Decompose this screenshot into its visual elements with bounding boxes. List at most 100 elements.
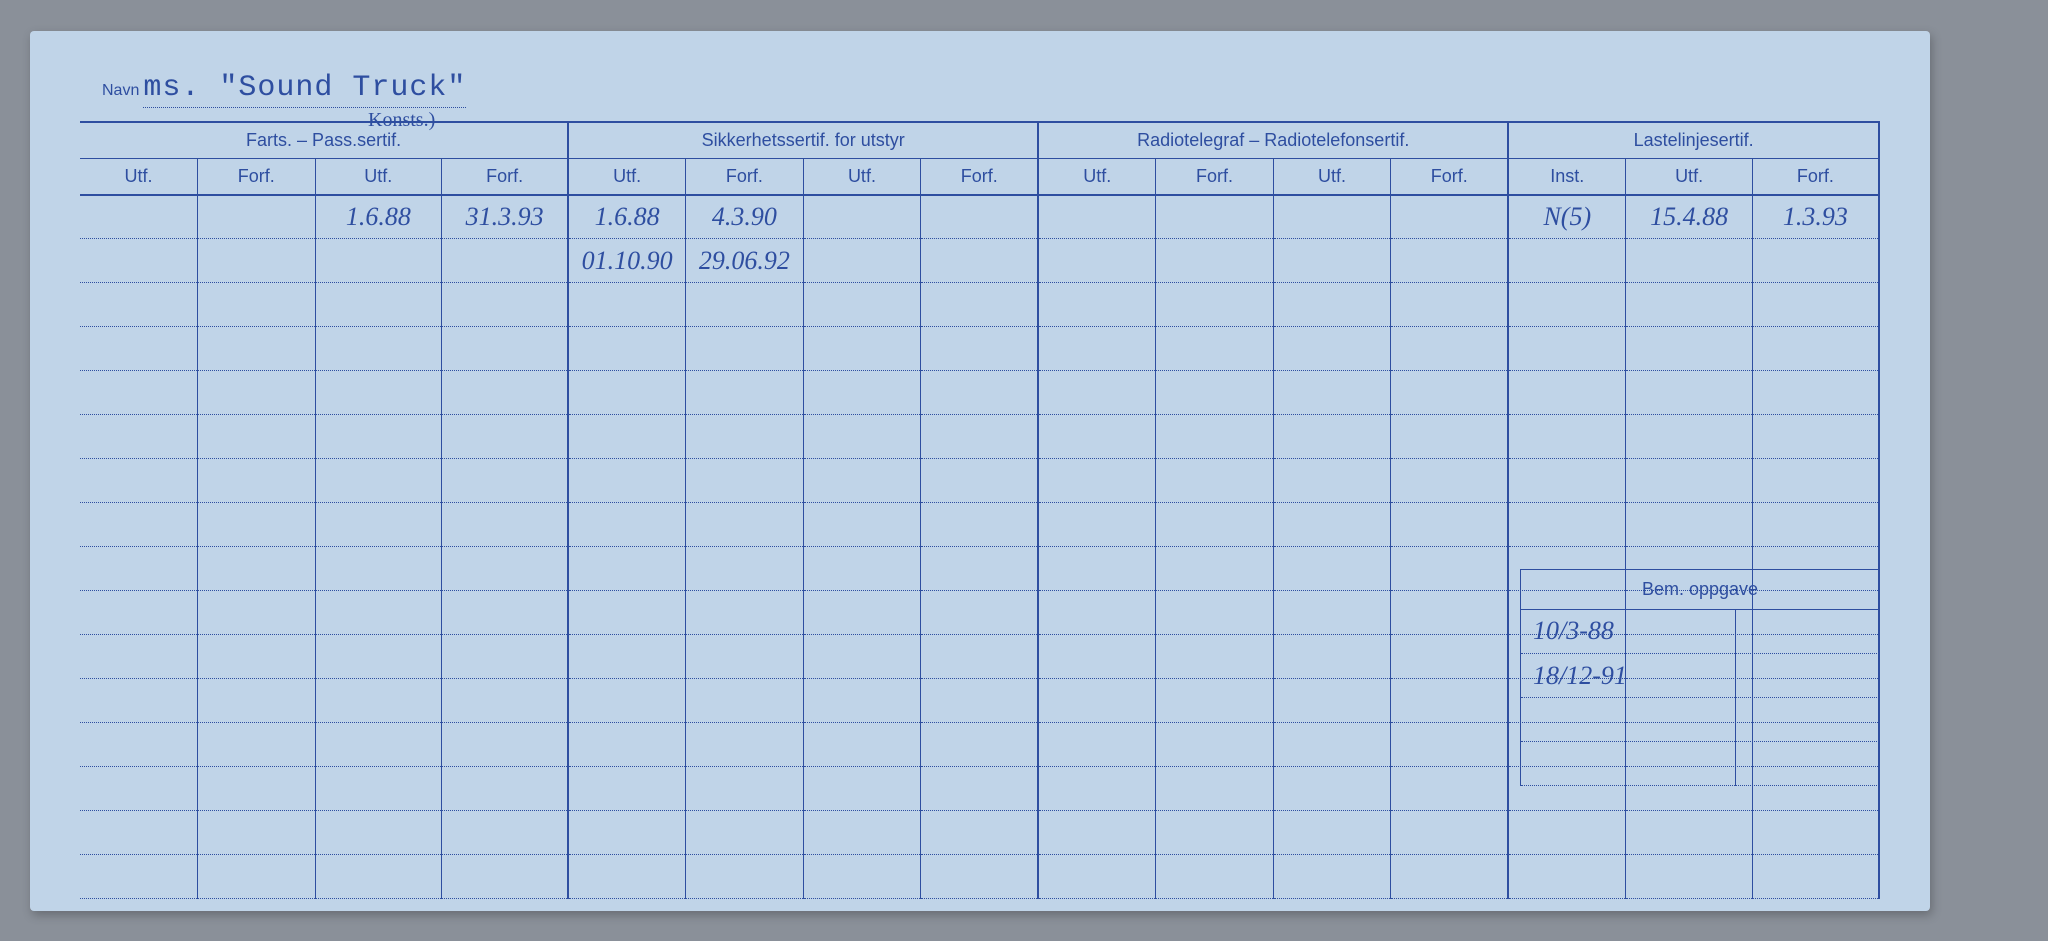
cell (1273, 415, 1391, 459)
cell (686, 723, 804, 767)
col-utf.-6: Utf. (803, 159, 921, 195)
cell (803, 459, 921, 503)
cell (198, 723, 316, 767)
cell (1391, 371, 1509, 415)
cell (1273, 591, 1391, 635)
cell (80, 195, 198, 239)
cell (921, 459, 1039, 503)
cell (80, 547, 198, 591)
cell (1752, 327, 1879, 371)
bem-row (1521, 742, 1880, 786)
cell (1273, 371, 1391, 415)
cell (198, 855, 316, 899)
cell (686, 811, 804, 855)
cell (568, 723, 686, 767)
cell (686, 591, 804, 635)
cell (1626, 239, 1753, 283)
cell (198, 459, 316, 503)
cell (803, 283, 921, 327)
cell (1038, 327, 1156, 371)
cell (442, 371, 569, 415)
cell (1752, 855, 1879, 899)
cell (1273, 459, 1391, 503)
cell (1038, 459, 1156, 503)
cell (315, 679, 442, 723)
table-row (80, 371, 1879, 415)
cell (686, 855, 804, 899)
bem-date: 18/12-91 (1521, 654, 1736, 698)
cell (686, 283, 804, 327)
group-farts: Farts. – Pass.sertif. (80, 123, 568, 159)
cell (442, 767, 569, 811)
cell (1391, 855, 1509, 899)
cell (568, 371, 686, 415)
cell (442, 679, 569, 723)
cell-value: 29.06.92 (686, 239, 803, 282)
cell (198, 371, 316, 415)
col-forf.-5: Forf. (686, 159, 804, 195)
cell: 31.3.93 (442, 195, 569, 239)
cell (198, 635, 316, 679)
cell (442, 239, 569, 283)
cell (686, 327, 804, 371)
cell (442, 503, 569, 547)
bem-empty (1736, 742, 1880, 786)
cell (1038, 371, 1156, 415)
cell (1391, 239, 1509, 283)
cell (1508, 459, 1626, 503)
cell (921, 327, 1039, 371)
bem-date (1521, 698, 1736, 742)
cell (803, 239, 921, 283)
cell (198, 283, 316, 327)
cell (442, 723, 569, 767)
cell (1156, 855, 1274, 899)
cell (1391, 635, 1509, 679)
cell (1156, 195, 1274, 239)
cell (442, 635, 569, 679)
cell (80, 767, 198, 811)
cell (442, 855, 569, 899)
cell (1156, 239, 1274, 283)
cell (568, 811, 686, 855)
cell (1038, 723, 1156, 767)
cell (80, 591, 198, 635)
cell (803, 195, 921, 239)
cell (1508, 371, 1626, 415)
cell (198, 811, 316, 855)
cell (1273, 723, 1391, 767)
cell (803, 591, 921, 635)
cell (1626, 371, 1753, 415)
cell (803, 855, 921, 899)
cell (1156, 503, 1274, 547)
cell: 29.06.92 (686, 239, 804, 283)
sub-header-row: Utf.Forf.Utf.Forf.Utf.Forf.Utf.Forf.Utf.… (80, 159, 1879, 195)
cell (1626, 503, 1753, 547)
cell (803, 679, 921, 723)
cell (1156, 459, 1274, 503)
table-row (80, 415, 1879, 459)
cell (1508, 415, 1626, 459)
cell (442, 327, 569, 371)
cell (1273, 855, 1391, 899)
navn-label: Navn (102, 82, 139, 100)
cell (803, 371, 921, 415)
cell (198, 195, 316, 239)
cell (1391, 547, 1509, 591)
col-inst.-12: Inst. (1508, 159, 1626, 195)
cell (315, 371, 442, 415)
ledger-card: Navn ms. "Sound Truck" Konsts.) Farts. –… (30, 31, 1930, 911)
cell (198, 503, 316, 547)
cell (315, 547, 442, 591)
cell (921, 591, 1039, 635)
cell (315, 635, 442, 679)
table-row (80, 459, 1879, 503)
cell (921, 811, 1039, 855)
cell (1752, 459, 1879, 503)
table-row: 01.10.9029.06.92 (80, 239, 1879, 283)
cell (686, 635, 804, 679)
cell (568, 635, 686, 679)
cell (1038, 811, 1156, 855)
table-body: 1.6.8831.3.931.6.884.3.90N(5)15.4.881.3.… (80, 195, 1879, 899)
cell (1273, 327, 1391, 371)
bem-rows: 10/3-8818/12-91 (1521, 610, 1880, 786)
